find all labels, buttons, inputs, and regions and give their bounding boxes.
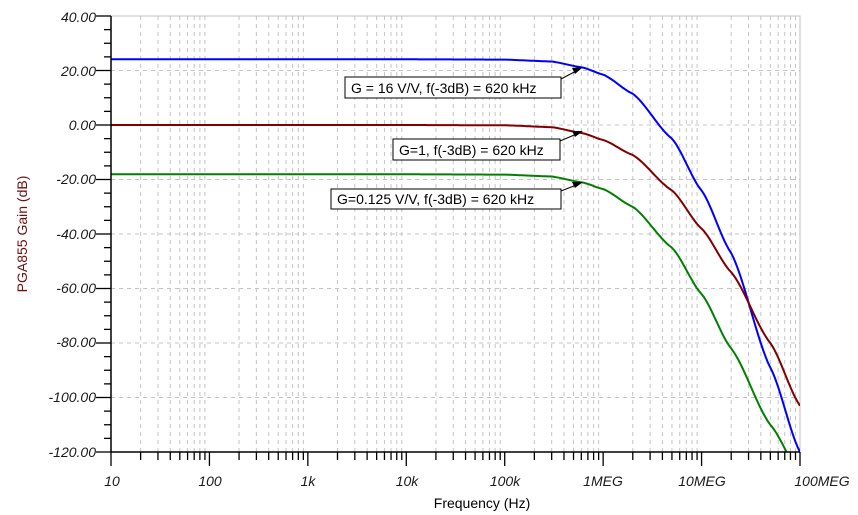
curve-g-16-v-v [111,58,800,452]
x-tick-label: 1k [301,473,317,489]
x-axis-title: Frequency (Hz) [434,495,530,511]
curve-g-1-v-v [111,124,800,407]
arrow-icon [572,67,583,74]
arrow-icon [572,182,583,188]
y-tick-label: 0.00 [69,117,96,133]
annotation-g1: G=1, f(-3dB) = 620 kHz [392,131,583,161]
curve-g-0-125-v-v [111,173,788,452]
x-tick-label: 100MEG [794,473,849,489]
annotation-text: G=1, f(-3dB) = 620 kHz [399,142,544,158]
x-tick-label: 10MEG [678,473,726,489]
y-axis-title: PGA855 Gain (dB) [14,176,30,293]
y-tick-label: -20.00 [56,171,96,187]
x-tick-label: 100k [490,473,521,489]
annotation-text: G = 16 V/V, f(-3dB) = 620 kHz [351,80,536,96]
annotation-g16: G = 16 V/V, f(-3dB) = 620 kHz [344,67,583,99]
y-tick-label: -120.00 [49,444,97,460]
y-tick-label: 20.00 [60,63,96,79]
x-tick-label: 1MEG [583,473,623,489]
x-tick-label: 100 [198,473,222,489]
y-tick-label: 40.00 [61,9,96,25]
x-tick-label: 10k [396,473,420,489]
y-tick-label: -100.00 [49,389,97,405]
y-tick-label: -60.00 [56,280,96,296]
annotation-g0125: G=0.125 V/V, f(-3dB) = 620 kHz [330,182,583,210]
annotation-text: G=0.125 V/V, f(-3dB) = 620 kHz [337,191,534,207]
y-tick-label: -80.00 [56,334,96,350]
arrow-icon [572,131,583,137]
axes [96,15,801,466]
grid [111,16,800,452]
y-tick-label: -40.00 [56,226,96,242]
y-tick-labels: 40.00 20.00 0.00 -20.00 -40.00 -60.00 -8… [49,9,97,460]
x-tick-labels: 10 100 1k 10k 100k 1MEG 10MEG 100MEG [104,473,850,489]
curves [111,58,800,452]
x-tick-label: 10 [104,473,120,489]
